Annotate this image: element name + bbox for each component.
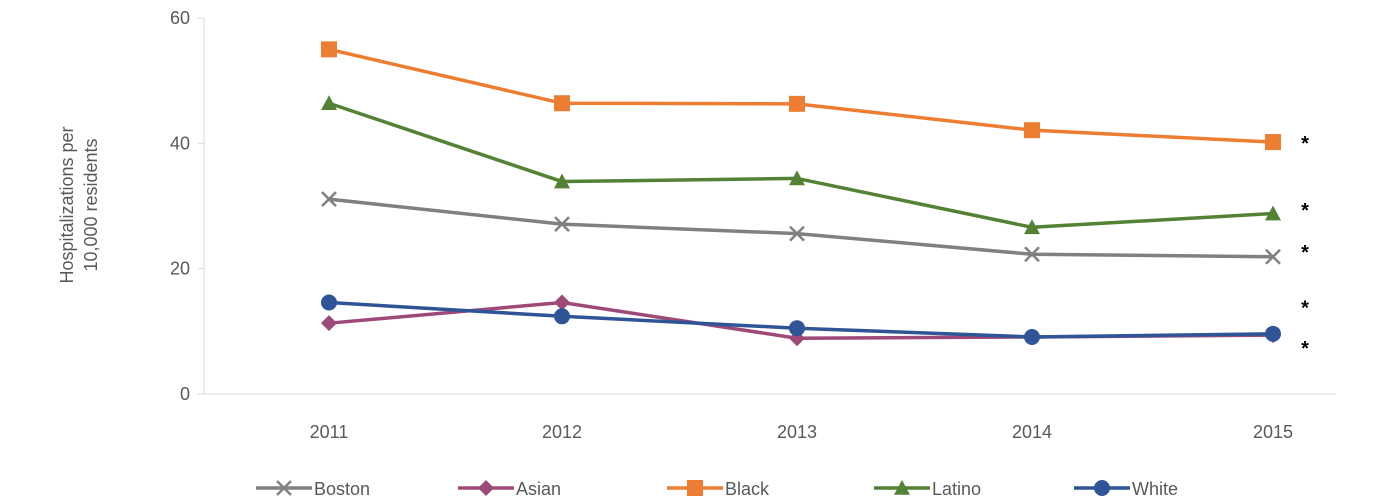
y-axis-label-line-2: 10,000 residents: [81, 138, 101, 271]
y-axis-label: Hospitalizations per 10,000 residents: [57, 126, 101, 283]
significance-asterisk: *: [1301, 200, 1309, 222]
data-point-white: [789, 320, 805, 337]
y-tick-label: 0: [180, 384, 190, 404]
legend-label-boston: Boston: [314, 479, 370, 499]
marker-x-stroke: [276, 480, 292, 496]
data-point-white: [1265, 325, 1281, 342]
x-tick-label: 2012: [542, 422, 582, 442]
marker-x-stroke: [1024, 246, 1040, 263]
x-tick-label: 2013: [777, 422, 817, 442]
y-tick-label: 20: [170, 259, 190, 279]
data-point-black: [321, 41, 337, 58]
series-line-black: [328, 47, 1274, 144]
series-latino: [321, 95, 1281, 235]
significance-asterisk: *: [1301, 242, 1309, 264]
significance-asterisk: *: [1301, 297, 1309, 319]
data-point-asian: [321, 315, 337, 332]
y-axis-label-line-1: Hospitalizations per: [57, 126, 77, 283]
marker-x-stroke: [554, 216, 570, 233]
marker-x-stroke: [789, 225, 805, 242]
y-tick-label: 60: [170, 8, 190, 28]
legend-label-black: Black: [725, 479, 770, 499]
legend-marker-boston: [276, 480, 292, 496]
data-point-boston: [1024, 246, 1040, 263]
axes: 0 20 40 60 2011 2012 2013 2014 2015: [170, 8, 1336, 442]
x-tick-label: 2015: [1253, 422, 1293, 442]
legend-item-white: White: [1074, 479, 1178, 499]
series-asian: [321, 294, 1281, 347]
data-point-white: [554, 308, 570, 325]
data-point-black: [554, 95, 570, 112]
legend-item-black: Black: [667, 479, 770, 499]
data-point-black: [1024, 122, 1040, 139]
data-point-latino: [1265, 205, 1281, 221]
significance-asterisk: *: [1301, 338, 1309, 360]
data-point-latino: [1024, 219, 1040, 235]
legend-item-boston: Boston: [256, 479, 370, 499]
series-white: [321, 294, 1281, 345]
significance-markers: * * * * *: [1301, 133, 1309, 360]
legend: Boston Asian Black Latino White: [256, 479, 1178, 499]
series-layer: [321, 41, 1281, 347]
marker-x-stroke: [1265, 248, 1281, 265]
legend-label-white: White: [1132, 479, 1178, 499]
x-tick-label: 2011: [310, 422, 349, 442]
data-point-white: [321, 294, 337, 311]
legend-label-asian: Asian: [516, 479, 561, 499]
data-point-asian: [554, 294, 570, 311]
legend-marker-latino: [894, 480, 910, 495]
data-point-boston: [321, 191, 337, 207]
x-tick-label: 2014: [1012, 422, 1052, 442]
significance-asterisk: *: [1301, 133, 1309, 155]
legend-marker-white: [1094, 480, 1110, 496]
series-boston: [321, 191, 1281, 265]
y-tick-label: 40: [170, 133, 190, 153]
data-point-boston: [789, 225, 805, 242]
data-point-boston: [1265, 248, 1281, 265]
data-point-latino: [789, 170, 805, 186]
data-point-black: [789, 95, 805, 112]
data-point-boston: [554, 216, 570, 233]
legend-item-latino: Latino: [874, 479, 981, 499]
legend-marker-asian: [478, 480, 494, 496]
series-line-latino: [328, 101, 1274, 230]
legend-marker-black: [687, 480, 703, 496]
data-point-latino: [554, 173, 570, 189]
data-point-latino: [321, 95, 337, 111]
series-black: [321, 41, 1281, 151]
data-point-black: [1265, 134, 1281, 151]
legend-item-asian: Asian: [458, 479, 561, 499]
marker-x-stroke: [321, 191, 337, 207]
legend-label-latino: Latino: [932, 479, 981, 499]
data-point-white: [1024, 328, 1040, 345]
